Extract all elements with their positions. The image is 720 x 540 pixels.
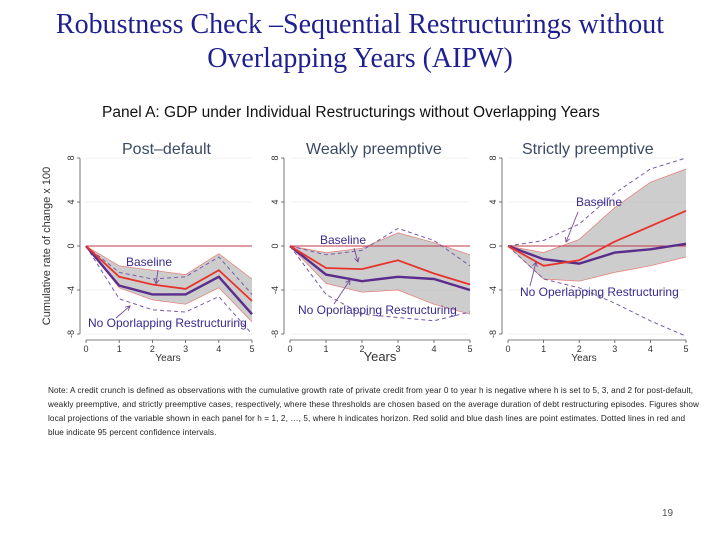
annotation-arrow	[529, 261, 537, 287]
no-overlap-annotation: No Oporlapping Restructuring	[298, 303, 457, 317]
x-axis-label: Years	[571, 353, 596, 364]
x-tick-label: 0	[287, 344, 292, 354]
no-overlap-annotation: No Oporlapping Restructuring	[88, 316, 247, 330]
chart-title: Post–default	[122, 141, 212, 158]
chart-weakly-preemptive: Weakly preemptive -8 -4 0 4 8 0 1 2 3 4 5 Years Basel…	[270, 141, 473, 364]
y-tick-label: -4	[66, 286, 76, 294]
baseline-annotation: Baseline	[126, 255, 172, 269]
baseline-estimate-line	[507, 209, 687, 267]
y-tick-label: 0	[270, 243, 280, 248]
figure-note: Note: A credit crunch is defined as obse…	[48, 386, 700, 437]
y-tick-label: 4	[66, 199, 76, 204]
slide-title-line2: Overlapping Years (AIPW)	[207, 43, 513, 74]
baseline-ci-lower-line	[507, 245, 687, 282]
y-tick-label: -4	[488, 286, 498, 294]
x-axis-label: Years	[364, 349, 397, 364]
no-overlap-estimate-line	[507, 242, 687, 265]
x-tick-label: 3	[183, 344, 188, 354]
y-tick-label: 4	[270, 199, 280, 204]
baseline-ci-upper-line	[507, 168, 687, 253]
y-tick-label: -8	[488, 330, 498, 338]
y-axis-label: Cumulative rate of change x 100	[41, 167, 53, 325]
x-tick-label: 3	[612, 344, 617, 354]
y-tick-label: 0	[66, 243, 76, 248]
panel-title: Panel A: GDP under Individual Restructur…	[102, 104, 600, 121]
y-tick-label: 4	[488, 199, 498, 204]
no-overlap-annotation: No Operlapping Restructuring	[520, 285, 679, 299]
no-overlap-ci-upper-line	[289, 227, 471, 267]
x-axis-label: Years	[155, 353, 180, 364]
baseline-annotation: Baseline	[576, 195, 622, 209]
baseline-ci-upper-line	[289, 232, 471, 256]
annotation-arrow	[155, 269, 159, 285]
annotation-arrowhead	[125, 305, 131, 311]
no-overlap-ci-lower-line	[507, 245, 687, 337]
annotation-arrow	[565, 211, 579, 243]
annotation-arrow	[333, 279, 351, 305]
no-overlap-ci-lower-line	[85, 245, 253, 335]
annotation-arrow	[115, 305, 131, 319]
annotation-arrowhead	[564, 236, 571, 243]
baseline-ci-lower-line	[289, 245, 471, 315]
baseline-ci-upper-line	[85, 245, 253, 280]
chart-strictly-preemptive: Strictly preemptive -8 -4 0 4 8 0 1 2 3 4 5 Years Bas…	[488, 141, 689, 364]
baseline-ci-band	[508, 169, 686, 282]
baseline-ci-band	[290, 232, 470, 315]
x-tick-label: 1	[117, 344, 122, 354]
no-overlap-ci-lower-line	[289, 245, 471, 322]
slide-title-line1: Robustness Check –Sequential Restructuri…	[55, 9, 665, 40]
x-tick-label: 2	[359, 344, 364, 354]
y-tick-label: -8	[270, 330, 280, 338]
slide-title: Robustness Check –Sequential Restructuri…	[0, 8, 720, 76]
baseline-estimate-line	[85, 245, 253, 302]
x-tick-label: 5	[249, 344, 254, 354]
x-tick-label: 1	[323, 344, 328, 354]
baseline-annotation: Baseline	[320, 233, 366, 247]
x-tick-label: 3	[395, 344, 400, 354]
y-tick-label: 0	[488, 243, 498, 248]
annotation-arrowhead	[345, 279, 351, 286]
no-overlap-estimate-line	[289, 245, 471, 292]
chart-post-default: Post–default -8 -4 0 4 8 0 1 2 3 4 5 Years Cumulative…	[41, 141, 255, 364]
x-tick-label: 4	[431, 344, 436, 354]
page-number: 19	[662, 508, 674, 519]
annotation-arrowhead	[532, 261, 538, 267]
annotation-arrow	[353, 247, 359, 263]
x-tick-label: 2	[150, 344, 155, 354]
baseline-ci-band	[86, 246, 252, 322]
x-tick-label: 0	[83, 344, 88, 354]
baseline-estimate-line	[289, 245, 471, 286]
no-overlap-ci-upper-line	[85, 245, 253, 295]
chart-title: Weakly preemptive	[306, 141, 442, 158]
y-tick-label: 8	[270, 155, 280, 160]
x-tick-label: 4	[216, 344, 221, 354]
y-tick-label: -8	[66, 330, 76, 338]
x-tick-label: 5	[467, 344, 472, 354]
no-overlap-ci-upper-line	[507, 157, 687, 247]
y-tick-label: 8	[488, 155, 498, 160]
annotation-arrowhead	[153, 279, 160, 285]
annotation-arrowhead	[354, 257, 360, 263]
x-tick-label: 0	[505, 344, 510, 354]
x-tick-label: 4	[648, 344, 653, 354]
y-tick-label: -4	[270, 286, 280, 294]
y-tick-label: 8	[66, 155, 76, 160]
x-tick-label: 2	[577, 344, 582, 354]
no-overlap-estimate-line	[85, 245, 253, 315]
chart-title: Strictly preemptive	[522, 141, 654, 158]
x-tick-label: 5	[683, 344, 688, 354]
x-tick-label: 1	[541, 344, 546, 354]
